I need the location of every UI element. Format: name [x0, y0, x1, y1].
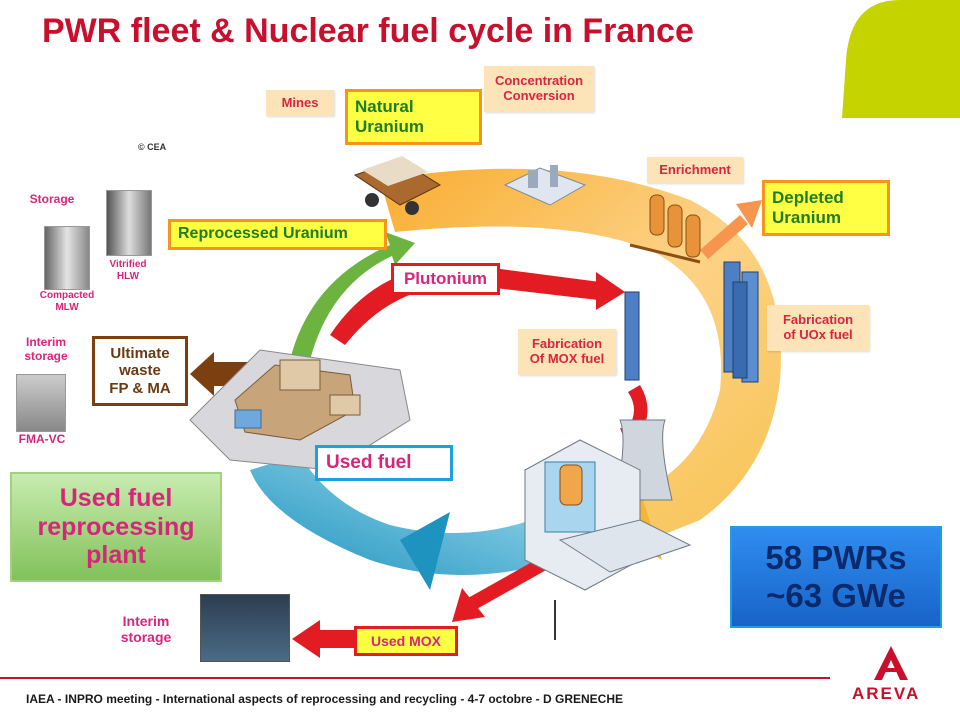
reactor-illustration	[524, 419, 692, 640]
enrichment-cylinders-illustration	[629, 194, 701, 264]
page-title: PWR fleet & Nuclear fuel cycle in France	[42, 12, 694, 50]
brand-name: AREVA	[852, 684, 921, 703]
label-used-mox: Used MOX	[354, 626, 458, 656]
fma-vc-container-image	[16, 374, 66, 432]
reprocessing-plant-line-3: plant	[86, 541, 146, 570]
label-reprocessing-plant: Used fuel reprocessing plant	[10, 472, 222, 582]
interim-bottom-line-1: Interim	[122, 613, 170, 629]
fabrication-mox-line-2: Of MOX fuel	[529, 351, 605, 366]
ultimate-waste-line-2: waste	[119, 362, 161, 380]
reprocessed-uranium-arrow	[290, 232, 415, 360]
label-fabrication-uox: Fabrication of UOx fuel	[767, 305, 869, 351]
pwr-count: 58 PWRs	[765, 539, 907, 577]
interim-left-line-1: Interim	[25, 335, 66, 349]
accent-corner-shape	[842, 0, 960, 118]
ultimate-waste-line-1: Ultimate	[110, 345, 170, 363]
label-mines: Mines	[266, 90, 334, 116]
conversion-plant-illustration	[503, 165, 587, 206]
footer-divider	[0, 677, 830, 679]
fabrication-uox-line-1: Fabrication	[782, 312, 854, 328]
label-plutonium: Plutonium	[391, 263, 500, 295]
interim-left-line-2: storage	[24, 348, 68, 363]
label-reprocessed-uranium: Reprocessed Uranium	[168, 219, 387, 250]
label-storage: Storage	[29, 192, 75, 206]
vitrified-canister-image	[106, 190, 152, 256]
label-interim-storage-left: Interim storage	[14, 335, 78, 364]
reprocessing-plant-illustration	[189, 349, 411, 471]
label-concentration-conversion: Concentration Conversion	[484, 66, 594, 112]
reprocessing-plant-line-1: Used fuel	[59, 483, 173, 512]
compacted-line-2: MLW	[55, 301, 79, 313]
copyright-note: © CEA	[138, 142, 167, 152]
used-mox-arrow	[452, 553, 555, 622]
back-end-cycle-band	[250, 455, 560, 590]
reprocessing-plant-line-2: reprocessing	[37, 512, 195, 541]
footer-text: IAEA - INPRO meeting - International asp…	[26, 692, 624, 706]
mine-truck-illustration	[353, 156, 442, 215]
label-used-fuel: Used fuel	[315, 445, 453, 481]
label-fabrication-mox: Fabrication Of MOX fuel	[518, 329, 616, 375]
mox-fuel-assembly-illustration	[624, 291, 640, 381]
concentration-line-2: Conversion	[503, 88, 575, 103]
depleted-uranium-line-2: Uranium	[772, 208, 841, 227]
fabrication-uox-line-2: of UOx fuel	[783, 327, 853, 342]
vitrified-line-1: Vitrified	[109, 259, 147, 270]
fabrication-mox-line-1: Fabrication	[531, 336, 603, 352]
label-fma-vc: FMA-VC	[18, 432, 66, 446]
pwr-fleet-badge: 58 PWRs ~63 GWe	[730, 526, 942, 628]
label-depleted-uranium: Depleted Uranium	[762, 180, 890, 236]
concentration-line-1: Concentration	[494, 73, 584, 89]
interim-storage-pool-image	[200, 594, 290, 662]
interim-bottom-line-2: storage	[120, 629, 172, 646]
depleted-uranium-arrow	[700, 200, 762, 259]
pwr-capacity: ~63 GWe	[766, 577, 906, 614]
compacted-line-1: Compacted	[39, 290, 95, 301]
ultimate-waste-line-3: FP & MA	[109, 379, 171, 397]
label-natural-uranium: Natural Uranium	[345, 89, 482, 145]
label-enrichment: Enrichment	[647, 157, 743, 183]
compacted-canister-image	[44, 226, 90, 290]
label-vitrified-hlw: Vitrified HLW	[100, 259, 156, 282]
label-interim-storage-bottom: Interim storage	[110, 613, 182, 645]
natural-uranium-line-1: Natural	[355, 97, 414, 117]
label-compacted-mlw: Compacted MLW	[32, 290, 102, 313]
interim-storage-arrow	[292, 620, 356, 658]
uox-fuel-assemblies-illustration	[723, 261, 759, 383]
vitrified-line-2: HLW	[116, 270, 140, 282]
depleted-uranium-line-1: Depleted	[772, 188, 844, 208]
areva-logo-icon	[874, 646, 908, 680]
natural-uranium-line-2: Uranium	[355, 117, 424, 136]
label-ultimate-waste: Ultimate waste FP & MA	[92, 336, 188, 406]
